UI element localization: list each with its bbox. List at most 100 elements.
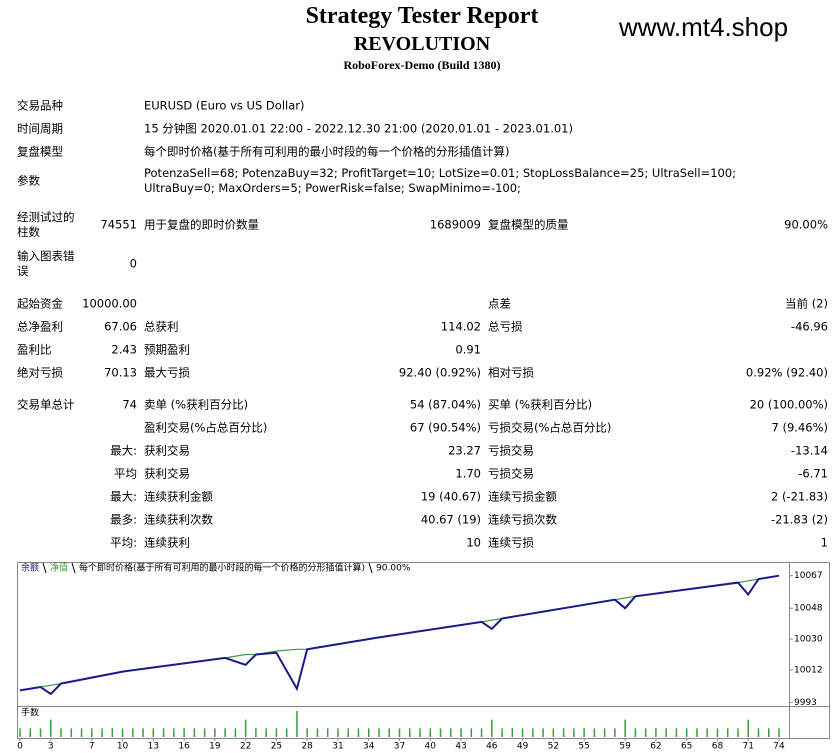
y-tick-label: 10048 (794, 604, 823, 614)
x-tick-label: 74 (773, 742, 785, 752)
report-label2: 用于复盘的即时价数量 (144, 217, 259, 232)
x-tick-label: 68 (712, 742, 724, 752)
x-tick-label: 62 (650, 742, 661, 752)
x-tick-label: 16 (178, 742, 190, 752)
report-label2: 总获利 (144, 319, 179, 334)
report-value: 最大: (110, 489, 137, 504)
x-tick-label: 55 (578, 742, 589, 752)
report-value2: 114.02 (440, 319, 481, 334)
report-label: 经测试过的柱数 (17, 210, 75, 239)
report-value3: 7 (9.46%) (771, 420, 828, 435)
report-value3: -6.71 (798, 466, 828, 481)
x-tick-label: 10 (117, 742, 129, 752)
report-value3: 90.00% (784, 217, 828, 232)
report-label3: 连续亏损 (488, 535, 534, 550)
report-text: 15 分钟图 2020.01.01 22:00 - 2022.12.30 21:… (144, 121, 573, 136)
report-label: 复盘模型 (17, 144, 63, 159)
x-tick-label: 34 (363, 742, 375, 752)
report-label3: 复盘模型的质量 (488, 217, 569, 232)
x-tick-label: 22 (240, 742, 251, 752)
report-value3: -13.14 (790, 443, 828, 458)
x-tick-label: 43 (455, 742, 466, 752)
x-tick-label: 3 (48, 742, 54, 752)
legend-text: 余额 (21, 562, 39, 574)
report-label2: 盈利交易(%占总百分比) (144, 420, 268, 435)
report-label3: 亏损交易(%占总百分比) (488, 420, 612, 435)
report-label: 绝对亏损 (17, 365, 63, 380)
report-value2: 92.40 (0.92%) (398, 365, 481, 380)
x-tick-label: 40 (425, 742, 437, 752)
report-value2: 1.70 (455, 466, 481, 481)
x-tick-label: 31 (332, 742, 343, 752)
server: RoboForex-Demo (Build 1380) (343, 58, 501, 72)
report-label2: 预期盈利 (144, 342, 190, 357)
report-value2: 19 (40.67) (420, 489, 481, 504)
report-label3: 连续亏损次数 (488, 512, 557, 527)
report-value: 平均 (114, 466, 137, 481)
report-label3: 买单 (%获利百分比) (488, 397, 593, 412)
report-value3: 当前 (2) (785, 296, 828, 311)
x-tick-label: 19 (209, 742, 221, 752)
report-value2: 10 (466, 535, 481, 550)
report-value3: -21.83 (2) (770, 512, 828, 527)
report-value3: 0.92% (92.40) (745, 365, 828, 380)
report-text: 每个即时价格(基于所有可利用的最小时段的每一个价格的分形插值计算) (144, 144, 510, 159)
report-value: 平均: (110, 535, 137, 550)
x-tick-label: 28 (301, 742, 313, 752)
report-value2: 67 (90.54%) (409, 420, 481, 435)
y-tick-label: 10067 (794, 571, 823, 581)
legend-text: 净值 (50, 562, 68, 574)
report-label: 参数 (17, 173, 40, 188)
report-value2: 23.27 (448, 443, 481, 458)
report-label2: 卖单 (%获利百分比) (144, 397, 249, 412)
report-value: 74 (122, 397, 137, 412)
report-value: 74551 (100, 217, 137, 232)
x-tick-label: 59 (619, 742, 631, 752)
x-tick-label: 52 (548, 742, 559, 752)
report-value2: 40.67 (19) (420, 512, 481, 527)
x-tick-label: 37 (394, 742, 405, 752)
legend-separator (42, 562, 47, 574)
x-tick-label: 46 (486, 742, 498, 752)
x-tick-label: 25 (271, 742, 282, 752)
report-label3: 亏损交易 (488, 466, 534, 481)
chart-frame (17, 562, 830, 739)
report-label: 交易单总计 (17, 397, 75, 412)
report-label: 总净盈利 (17, 319, 63, 334)
x-tick-label: 65 (681, 742, 692, 752)
report-label: 盈利比 (17, 342, 52, 357)
subtitle: REVOLUTION (353, 33, 491, 55)
legend-separator (71, 562, 76, 574)
report-value: 10000.00 (82, 296, 137, 311)
report-value2: 54 (87.04%) (409, 397, 481, 412)
report-value: 67.06 (104, 319, 137, 334)
report-value: 70.13 (104, 365, 137, 380)
report-label: 时间周期 (17, 121, 63, 136)
report-label3: 连续亏损金额 (488, 489, 557, 504)
y-tick-label: 9993 (794, 698, 817, 708)
report-value: 最多: (110, 512, 137, 527)
report-label3: 相对亏损 (488, 365, 534, 380)
legend-text: 每个即时价格(基于所有可利用的最小时段的每一个价格的分形插值计算) (79, 562, 365, 574)
x-tick-label: 7 (89, 742, 95, 752)
report-label: 起始资金 (17, 296, 63, 311)
report-label2: 连续获利次数 (144, 512, 213, 527)
report-label: 输入图表错误 (17, 249, 75, 278)
report-value2: 0.91 (455, 342, 481, 357)
report-value: 最大: (110, 443, 137, 458)
x-tick-label: 0 (17, 742, 23, 752)
report-label2: 最大亏损 (144, 365, 190, 380)
report-text: PotenzaSell=68; PotenzaBuy=32; ProfitTar… (144, 166, 737, 195)
report-label3: 点差 (488, 296, 511, 311)
series-line (19, 574, 780, 696)
report-label2: 获利交易 (144, 443, 190, 458)
report-value: 2.43 (111, 342, 137, 357)
report-value3: 2 (-21.83) (770, 489, 828, 504)
title: Strategy Tester Report (305, 3, 539, 29)
report-value: 0 (129, 256, 137, 271)
y-tick-label: 10030 (794, 635, 823, 645)
report-value3: -46.96 (790, 319, 828, 334)
report-label3: 亏损交易 (488, 443, 534, 458)
